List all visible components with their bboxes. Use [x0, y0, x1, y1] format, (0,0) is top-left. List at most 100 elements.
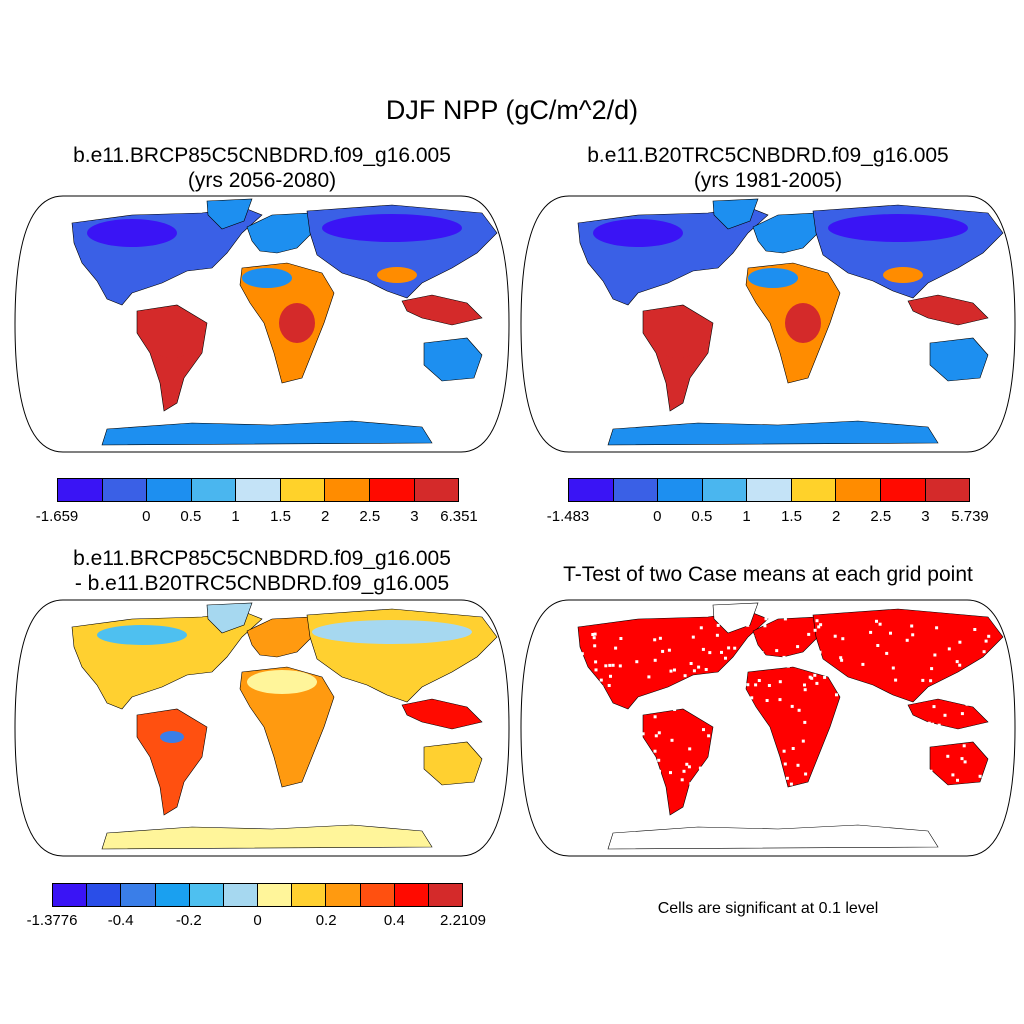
canada-negative-npp — [593, 219, 683, 247]
colorbar-swatch — [190, 479, 236, 501]
continent-australia — [929, 741, 989, 786]
colorbar-tick-label: -1.659 — [35, 508, 79, 525]
panel-3-title-line2: - b.e11.B20TRC5CNBDRD.f09_g16.005 — [74, 572, 450, 595]
colorbar-swatch — [427, 884, 463, 906]
continent-europe — [246, 212, 313, 254]
colorbar-tick-label: 0 — [142, 508, 151, 525]
colorbar-tick-label: -1.3776 — [26, 912, 78, 929]
continent-seasia — [907, 698, 989, 730]
colorbar-swatch — [657, 479, 702, 501]
continent-antarctica — [607, 420, 939, 446]
continent-europe — [246, 616, 313, 658]
colorbar-tick-label: 6.351 — [440, 508, 478, 525]
map-frame — [14, 195, 510, 453]
colorbar-tick-label: 0.4 — [383, 912, 405, 929]
map-control-npp — [520, 195, 1016, 453]
panel-4-title: T-Test of two Case means at each grid po… — [563, 563, 973, 586]
colorbar-swatch — [324, 479, 369, 501]
colorbar-swatch — [368, 479, 414, 501]
colorbar-tick-label: 3 — [410, 508, 419, 525]
continent-seasia — [401, 698, 483, 730]
colorbar-swatch — [188, 884, 223, 906]
colorbar-tick-label: 2.5 — [359, 508, 381, 525]
nonsignificant-cells — [578, 617, 1000, 788]
sahara-low-npp — [242, 268, 292, 288]
map-case-npp — [14, 195, 510, 453]
continent-samerica — [642, 708, 714, 816]
colorbar-swatch — [790, 479, 836, 501]
continent-australia — [929, 337, 989, 382]
panel-3-title-line1: b.e11.BRCP85C5CNBDRD.f09_g16.005 — [73, 547, 451, 570]
colorbar-swatch — [612, 479, 658, 501]
colorbar-tick-label: 2 — [831, 508, 841, 525]
colorbar-swatch — [86, 884, 121, 906]
continent-australia — [423, 337, 483, 382]
colorbar-swatch — [154, 884, 189, 906]
continent-seasia — [907, 294, 989, 326]
colorbar-tick-label: 2.2109 — [440, 912, 486, 929]
colorbar-control-ticks: -1.483 0 0.5 1 1.5 2 2.5 3 5.739 — [547, 508, 989, 528]
colorbar-swatch — [701, 479, 747, 501]
colorbar-swatch — [101, 479, 147, 501]
colorbar-swatch — [146, 479, 191, 501]
colorbar-case-ticks: -1.659 0 0.5 1 1.5 2 2.5 3 6.351 — [36, 508, 478, 528]
continent-africa — [239, 666, 335, 788]
continent-europe — [752, 212, 819, 254]
colorbar-tick-label: 1 — [742, 508, 751, 525]
colorbar-tick-label: 0 — [253, 912, 262, 929]
continent-antarctica — [101, 824, 433, 850]
colorbar-tick-label: 2 — [320, 508, 330, 525]
colorbar-tick-label: 0.5 — [691, 508, 713, 525]
continent-europe — [752, 616, 819, 658]
colorbar-tick-label: 3 — [921, 508, 930, 525]
panel-2-title-line2: (yrs 1981-2005) — [693, 169, 843, 192]
ttest-note: Cells are significant at 0.1 level — [657, 900, 879, 917]
boreal-decrease — [312, 620, 472, 644]
amazon-decrease-patch — [160, 731, 184, 743]
colorbar-swatch — [257, 884, 292, 906]
continent-greenland — [206, 198, 253, 230]
south-asia-npp — [883, 267, 923, 283]
colorbar-swatch — [58, 479, 102, 501]
colorbar-tick-label: 0.5 — [180, 508, 202, 525]
continent-seasia — [401, 294, 483, 326]
colorbar-swatch — [325, 884, 360, 906]
colorbar-swatch — [393, 884, 428, 906]
map-difference-npp — [14, 599, 510, 857]
continent-antarctica — [607, 824, 939, 850]
continent-greenland — [712, 198, 759, 230]
map-frame — [520, 599, 1016, 857]
panel-2-title-line1: b.e11.B20TRC5CNBDRD.f09_g16.005 — [587, 144, 949, 167]
colorbar-tick-label: 1 — [231, 508, 240, 525]
colorbar-swatch — [413, 479, 459, 501]
colorbar-case — [57, 478, 459, 502]
colorbar-swatch — [359, 884, 394, 906]
siberia-negative-npp — [322, 214, 462, 242]
panel-1-title-line2: (yrs 2056-2080) — [187, 169, 337, 192]
colorbar-tick-label: -1.483 — [546, 508, 590, 525]
colorbar-tick-label: 1.5 — [270, 508, 291, 525]
colorbar-swatch — [53, 884, 87, 906]
colorbar-swatch — [746, 479, 791, 501]
colorbar-tick-label: -0.4 — [107, 912, 134, 929]
colorbar-tick-label: 5.739 — [951, 508, 989, 525]
continent-australia — [423, 741, 483, 786]
map-ttest-significance — [520, 599, 1016, 857]
colorbar-swatch — [235, 479, 280, 501]
continent-samerica — [136, 708, 208, 816]
south-asia-npp — [377, 267, 417, 283]
colorbar-swatch — [924, 479, 970, 501]
continent-asia — [812, 608, 1004, 703]
colorbar-control — [568, 478, 970, 502]
colorbar-tick-label: 2.5 — [870, 508, 892, 525]
colorbar-swatch — [279, 479, 325, 501]
panel-1-title-line1: b.e11.BRCP85C5CNBDRD.f09_g16.005 — [73, 144, 451, 167]
colorbar-swatch — [222, 884, 258, 906]
sahara-low-npp — [748, 268, 798, 288]
continent-africa — [745, 666, 841, 788]
map-frame — [520, 195, 1016, 453]
congo-high-npp — [279, 303, 315, 343]
canada-negative-npp — [87, 219, 177, 247]
colorbar-swatch — [879, 479, 925, 501]
colorbar-swatch — [835, 479, 880, 501]
